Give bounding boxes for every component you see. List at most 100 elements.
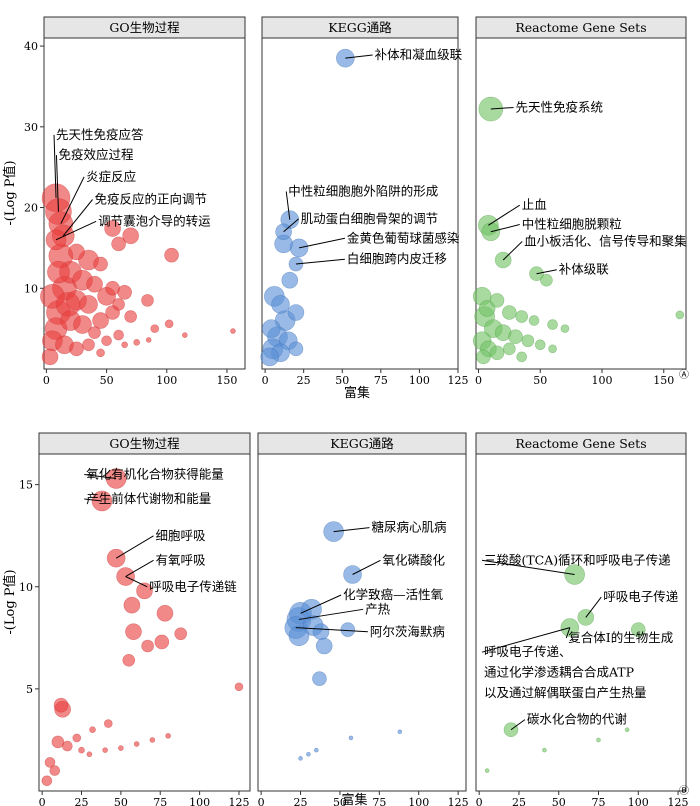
- data-point: [288, 625, 310, 647]
- x-tick-label: 100: [189, 796, 210, 806]
- data-point: [122, 653, 136, 667]
- annotation-label: 白细胞跨内皮迁移: [347, 251, 447, 266]
- data-point: [182, 332, 188, 338]
- data-point: [93, 256, 108, 272]
- y-tick-label: 10: [19, 581, 33, 594]
- data-point: [502, 305, 517, 320]
- data-point: [516, 351, 528, 363]
- data-point: [508, 329, 523, 345]
- panel-label: Ⓑ: [679, 785, 689, 797]
- data-point: [102, 747, 108, 753]
- annotation-label: 血小板活化、信号传导和聚集: [524, 233, 687, 248]
- data-point: [121, 341, 128, 349]
- annotation-label: 通过化学渗透耦合合成ATP: [484, 665, 634, 680]
- annotation-leader: [55, 220, 97, 241]
- x-tick-label: 75: [153, 796, 167, 806]
- annotation-label: 补体和凝血级联: [375, 47, 463, 62]
- y-axis-title: -(Log P值): [2, 160, 18, 225]
- annotation-label: 金黄色葡萄球菌感染: [347, 230, 460, 245]
- annotation-label: 先天性免疫应答: [56, 127, 144, 142]
- data-point: [164, 319, 174, 329]
- x-tick-label: 125: [228, 796, 249, 806]
- data-point: [53, 697, 69, 713]
- x-tick-label: 100: [156, 374, 177, 387]
- data-point: [624, 727, 630, 733]
- x-tick-label: 25: [294, 796, 308, 806]
- data-point: [560, 324, 570, 333]
- annotation-label: 呼吸电子传递链: [149, 579, 237, 594]
- annotation-label: 氧化磷酸化: [382, 552, 445, 567]
- x-tick-label: 50: [552, 796, 566, 806]
- x-tick-label: 150: [216, 374, 237, 387]
- data-point: [82, 338, 95, 352]
- y-tick-label: 15: [19, 479, 33, 492]
- annotation-leader: [53, 134, 57, 198]
- x-tick-label: 75: [372, 796, 386, 806]
- annotation-label: 中性粒细胞脱颗粒: [522, 217, 622, 232]
- data-point: [288, 341, 304, 357]
- data-point: [548, 344, 557, 354]
- data-point: [489, 345, 505, 361]
- facet-0: GO生物过程 0 50 100 150 先天性免疫应答免疫效应过程炎症反应免疫反应的正向调…: [40, 16, 246, 387]
- data-point: [314, 747, 319, 753]
- x-tick-label: 150: [653, 374, 674, 387]
- data-point: [141, 639, 154, 653]
- data-point: [92, 312, 109, 329]
- data-point: [596, 737, 601, 743]
- annotation-leader: [536, 269, 557, 275]
- annotation-label: 先天性免疫系统: [516, 99, 604, 114]
- x-tick-label: 100: [592, 374, 613, 387]
- data-point: [174, 627, 188, 641]
- data-point: [104, 220, 121, 237]
- data-point: [534, 339, 546, 351]
- data-point: [47, 260, 70, 284]
- data-point: [73, 315, 92, 334]
- panel-a: -(Log P值) 10 20 30 40 GO生物过程 0 50 100 150 先天性免疫应答免…: [2, 16, 689, 401]
- annotation-leader: [352, 559, 381, 575]
- annotation-leader: [295, 258, 345, 265]
- x-tick-label: 50: [333, 796, 347, 806]
- x-tick-label: 100: [408, 796, 429, 806]
- x-tick-label: 50: [100, 374, 114, 387]
- x-tick-label: 125: [668, 796, 689, 806]
- facet-title: Reactome Gene Sets: [515, 20, 646, 35]
- facet-title: GO生物过程: [109, 436, 180, 451]
- annotation-leader: [481, 627, 570, 653]
- x-tick-label: 75: [592, 796, 606, 806]
- x-tick-label: 0: [39, 796, 46, 806]
- data-point: [112, 298, 125, 311]
- annotation-leader: [481, 559, 575, 575]
- data-point: [101, 335, 112, 347]
- annotation-leader: [285, 191, 291, 220]
- data-point: [397, 729, 403, 735]
- x-tick-label: 50: [114, 796, 128, 806]
- data-point: [51, 735, 65, 749]
- annotation-label: 调节囊泡介导的转运: [98, 213, 211, 228]
- facet-2: Reactome Gene Sets 0 25 50 75 100 125 三羧酸(TCA)循…: [475, 432, 689, 806]
- data-point: [312, 671, 327, 686]
- data-point: [287, 304, 305, 321]
- data-point: [630, 622, 646, 637]
- data-point: [271, 295, 290, 314]
- data-point: [145, 337, 152, 343]
- data-point: [260, 347, 280, 367]
- data-point: [133, 741, 140, 747]
- data-point: [165, 733, 171, 739]
- data-point: [113, 329, 124, 341]
- facet-title: Reactome Gene Sets: [515, 436, 646, 451]
- annotation-leader: [490, 106, 514, 110]
- data-point: [547, 319, 558, 330]
- annotation-label: 肌动蛋白细胞骨架的调节: [301, 211, 439, 226]
- data-point: [306, 751, 311, 757]
- annotation-leader: [502, 241, 523, 261]
- annotation-leader: [55, 155, 59, 212]
- data-point: [542, 747, 547, 753]
- data-point: [68, 243, 85, 261]
- data-point: [123, 596, 141, 614]
- annotation-leader: [510, 719, 526, 731]
- data-point: [118, 745, 124, 751]
- data-point: [675, 310, 685, 320]
- annotation-leader: [60, 176, 85, 224]
- data-point: [103, 719, 113, 728]
- data-point: [86, 751, 93, 758]
